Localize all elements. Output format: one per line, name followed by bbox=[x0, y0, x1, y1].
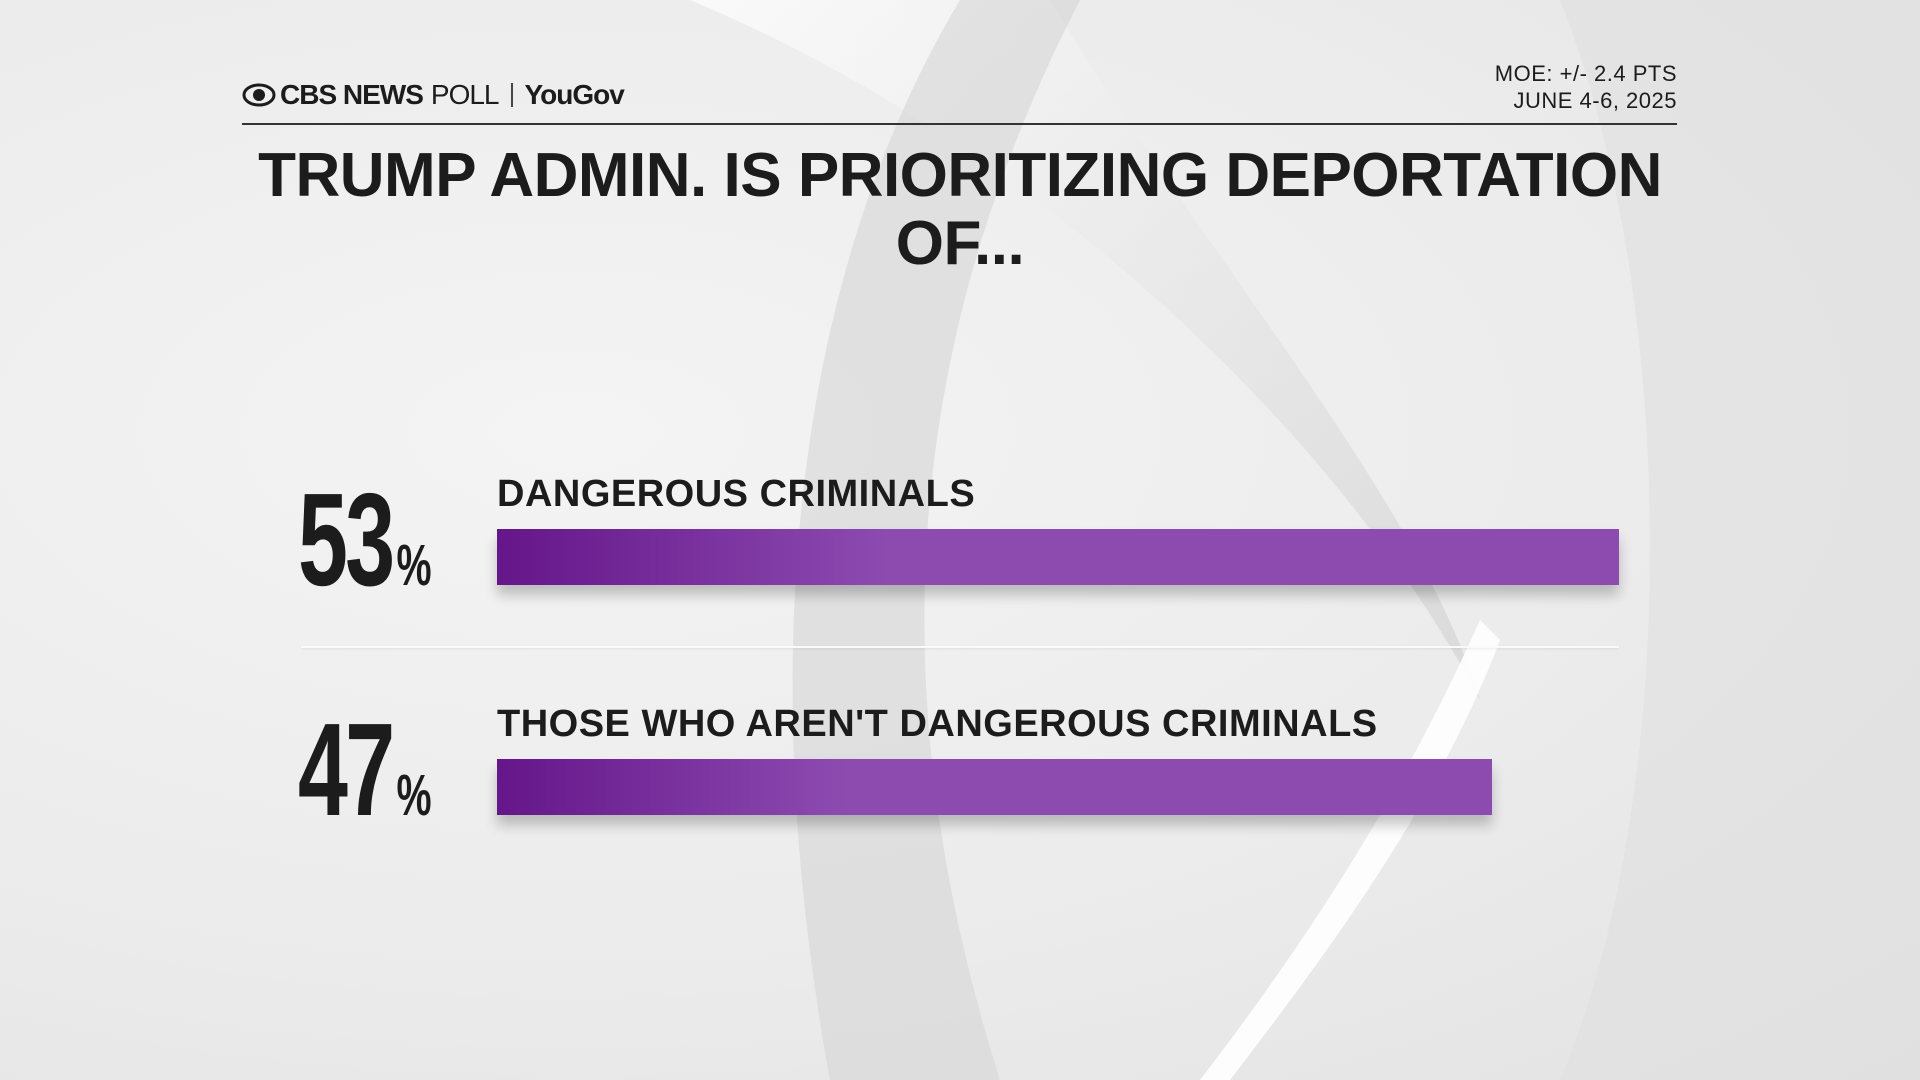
dates: JUNE 4-6, 2025 bbox=[1513, 88, 1677, 113]
value-label: 53% bbox=[298, 474, 432, 606]
separator bbox=[510, 83, 513, 107]
swoosh bbox=[690, 0, 1480, 700]
value-number: 47 bbox=[298, 696, 395, 843]
row-divider bbox=[301, 646, 1619, 648]
swoosh bbox=[1200, 620, 1500, 1080]
bar bbox=[497, 759, 1492, 815]
value-unit: % bbox=[396, 763, 432, 828]
partner: YouGov bbox=[524, 79, 625, 110]
category-label: THOSE WHO AREN'T DANGEROUS CRIMINALS bbox=[497, 703, 1378, 745]
moe: MOE: +/- 2.4 PTS bbox=[1494, 61, 1677, 86]
meta: MOE: +/- 2.4 PTS JUNE 4-6, 2025 bbox=[1495, 60, 1677, 114]
value-number: 53 bbox=[298, 466, 395, 613]
header-rule bbox=[242, 123, 1677, 125]
value-unit: % bbox=[396, 533, 432, 598]
swoosh bbox=[1560, 0, 1920, 1080]
chart-title: TRUMP ADMIN. IS PRIORITIZING DEPORTATION… bbox=[258, 141, 1662, 278]
value-label: 47% bbox=[298, 704, 432, 836]
brand-suffix: POLL bbox=[430, 79, 500, 110]
cbs-eye-logo bbox=[242, 83, 276, 107]
category-label: DANGEROUS CRIMINALS bbox=[497, 473, 976, 515]
bar bbox=[497, 529, 1619, 585]
brand-name: CBS NEWS bbox=[280, 79, 424, 110]
brand: CBS NEWS POLL YouGov bbox=[242, 78, 625, 112]
